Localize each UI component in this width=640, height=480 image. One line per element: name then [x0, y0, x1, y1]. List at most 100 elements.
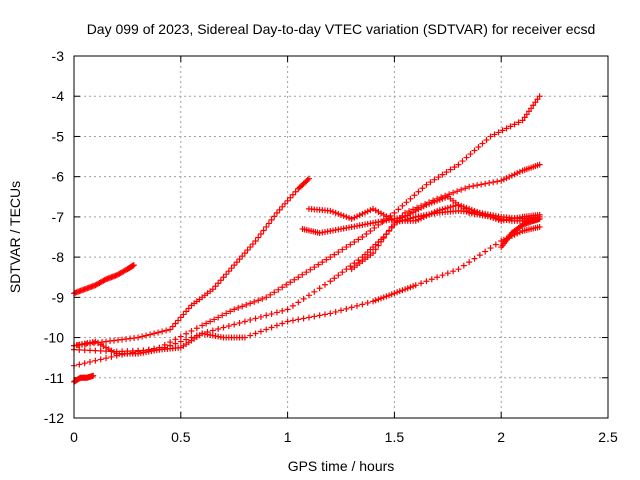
- data-point: [460, 262, 467, 269]
- data-point: [372, 297, 379, 304]
- data-point: [327, 207, 334, 214]
- data-point: [225, 268, 232, 275]
- data-point: [271, 289, 278, 296]
- data-point: [402, 286, 409, 293]
- data-point: [292, 188, 299, 195]
- data-point: [406, 208, 413, 215]
- data-point: [289, 191, 296, 198]
- data-point: [395, 206, 402, 213]
- data-point: [521, 114, 528, 121]
- data-point: [327, 310, 334, 317]
- data-point: [490, 179, 497, 186]
- data-point: [498, 177, 505, 184]
- data-point: [257, 328, 264, 335]
- data-point: [346, 214, 353, 221]
- data-point: [402, 216, 409, 223]
- data-point: [351, 214, 358, 221]
- data-point: [380, 235, 387, 242]
- data-point: [268, 310, 275, 317]
- data-point: [347, 263, 354, 270]
- data-point: [289, 302, 296, 309]
- data-point: [363, 230, 370, 237]
- data-point: [439, 195, 446, 202]
- data-point: [287, 194, 294, 201]
- y-tick-label: -3: [52, 48, 65, 64]
- data-point: [355, 236, 362, 243]
- data-point: [500, 176, 507, 183]
- data-point: [239, 303, 246, 310]
- data-point: [321, 281, 328, 288]
- data-point: [428, 276, 435, 283]
- data-point: [307, 266, 314, 273]
- data-point: [311, 288, 318, 295]
- data-point: [211, 316, 218, 323]
- data-point: [482, 180, 489, 187]
- data-point: [276, 206, 283, 213]
- data-point: [530, 102, 537, 109]
- data-point: [199, 322, 206, 329]
- data-point: [478, 181, 485, 188]
- data-point: [450, 203, 457, 210]
- data-point: [247, 332, 254, 339]
- data-point: [311, 313, 318, 320]
- data-point: [519, 117, 526, 124]
- data-point: [151, 330, 158, 337]
- data-point: [215, 326, 222, 333]
- data-point: [450, 268, 457, 275]
- data-point: [492, 241, 499, 248]
- data-point: [466, 183, 473, 190]
- y-tick-label: -7: [52, 209, 65, 225]
- data-point: [431, 198, 438, 205]
- data-point: [289, 317, 296, 324]
- data-point: [354, 213, 361, 220]
- data-point: [220, 324, 227, 331]
- data-point: [474, 182, 481, 189]
- data-point: [279, 320, 286, 327]
- data-point: [534, 96, 541, 103]
- data-point: [249, 241, 256, 248]
- data-point: [76, 361, 83, 368]
- data-point: [332, 209, 339, 216]
- data-point: [236, 256, 243, 263]
- y-tick-label: -4: [52, 88, 65, 104]
- data-point: [380, 294, 387, 301]
- series-9: [348, 207, 543, 273]
- data-point: [263, 223, 270, 230]
- data-point: [279, 284, 286, 291]
- data-point: [339, 246, 346, 253]
- data-point: [331, 275, 338, 282]
- data-point: [506, 173, 513, 180]
- data-point: [311, 264, 318, 271]
- data-point: [101, 276, 108, 283]
- data-point: [343, 266, 350, 273]
- data-point: [483, 136, 490, 143]
- data-point: [359, 234, 366, 240]
- data-point: [340, 212, 347, 219]
- data-point: [271, 213, 278, 220]
- data-point: [466, 259, 473, 266]
- data-point: [163, 327, 170, 334]
- data-point: [177, 338, 184, 345]
- data-point: [343, 213, 350, 220]
- y-tick-label: -6: [52, 169, 65, 185]
- data-point: [273, 322, 280, 329]
- data-point: [356, 212, 363, 219]
- data-point: [491, 131, 498, 138]
- data-point: [147, 331, 154, 338]
- data-point: [331, 251, 338, 258]
- data-point: [450, 189, 457, 196]
- data-point: [273, 309, 280, 316]
- data-point: [319, 259, 326, 266]
- grid: [73, 55, 609, 419]
- data-point: [81, 347, 88, 354]
- data-point: [233, 259, 240, 266]
- data-point: [316, 312, 323, 319]
- series-6: [71, 223, 543, 357]
- data-point: [241, 318, 248, 325]
- data-point: [516, 168, 523, 175]
- data-point: [451, 164, 458, 171]
- x-tick-label: 2: [497, 429, 505, 445]
- series-10: [498, 215, 543, 251]
- data-point: [499, 127, 506, 134]
